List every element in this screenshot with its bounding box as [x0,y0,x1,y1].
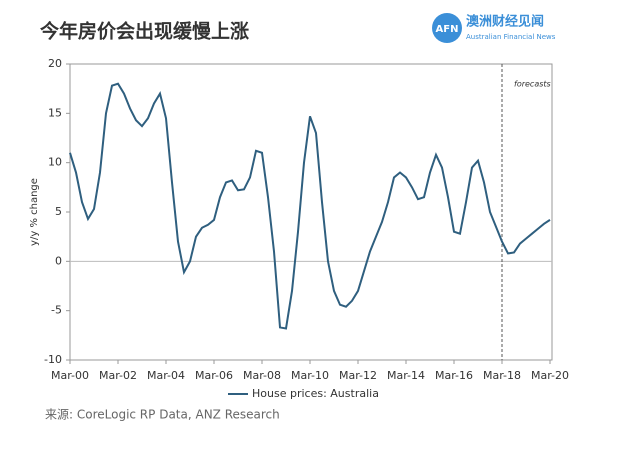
y-tick-label: -5 [51,304,62,317]
y-tick-label: 10 [48,156,62,169]
x-tick-label: Mar-06 [195,369,233,382]
y-axis-label: y/y % change [29,178,40,246]
x-tick-label: Mar-04 [147,369,185,382]
source: 来源: CoreLogic RP Data, ANZ Research [45,408,280,422]
y-tick-label: 5 [55,205,62,218]
x-tick-label: Mar-08 [243,369,281,382]
x-tick-label: Mar-20 [531,369,569,382]
y-tick-label: 15 [48,106,62,119]
plot-frame [69,63,553,361]
x-tick-label: Mar-14 [387,369,425,382]
logo-mark: AFN [436,24,459,35]
logo-name: 澳洲财经见闻 [466,14,544,30]
x-tick-label: Mar-18 [483,369,521,382]
y-tick-label: 20 [48,57,62,70]
x-tick-label: Mar-00 [51,369,89,382]
x-tick-label: Mar-02 [99,369,137,382]
logo-sub: Australian Financial News [466,33,556,41]
data-line [69,82,551,330]
logo-circle [432,13,462,43]
x-tick-label: Mar-16 [435,369,473,382]
title: 今年房价会出现缓慢上涨 [39,20,249,43]
x-tick-label: Mar-12 [339,369,377,382]
annotation: forecasts [514,80,551,89]
y-tick-label: -10 [44,353,62,366]
y-tick-label: 0 [55,254,62,267]
legend-label: House prices: Australia [252,387,379,400]
x-tick-label: Mar-10 [291,369,329,382]
